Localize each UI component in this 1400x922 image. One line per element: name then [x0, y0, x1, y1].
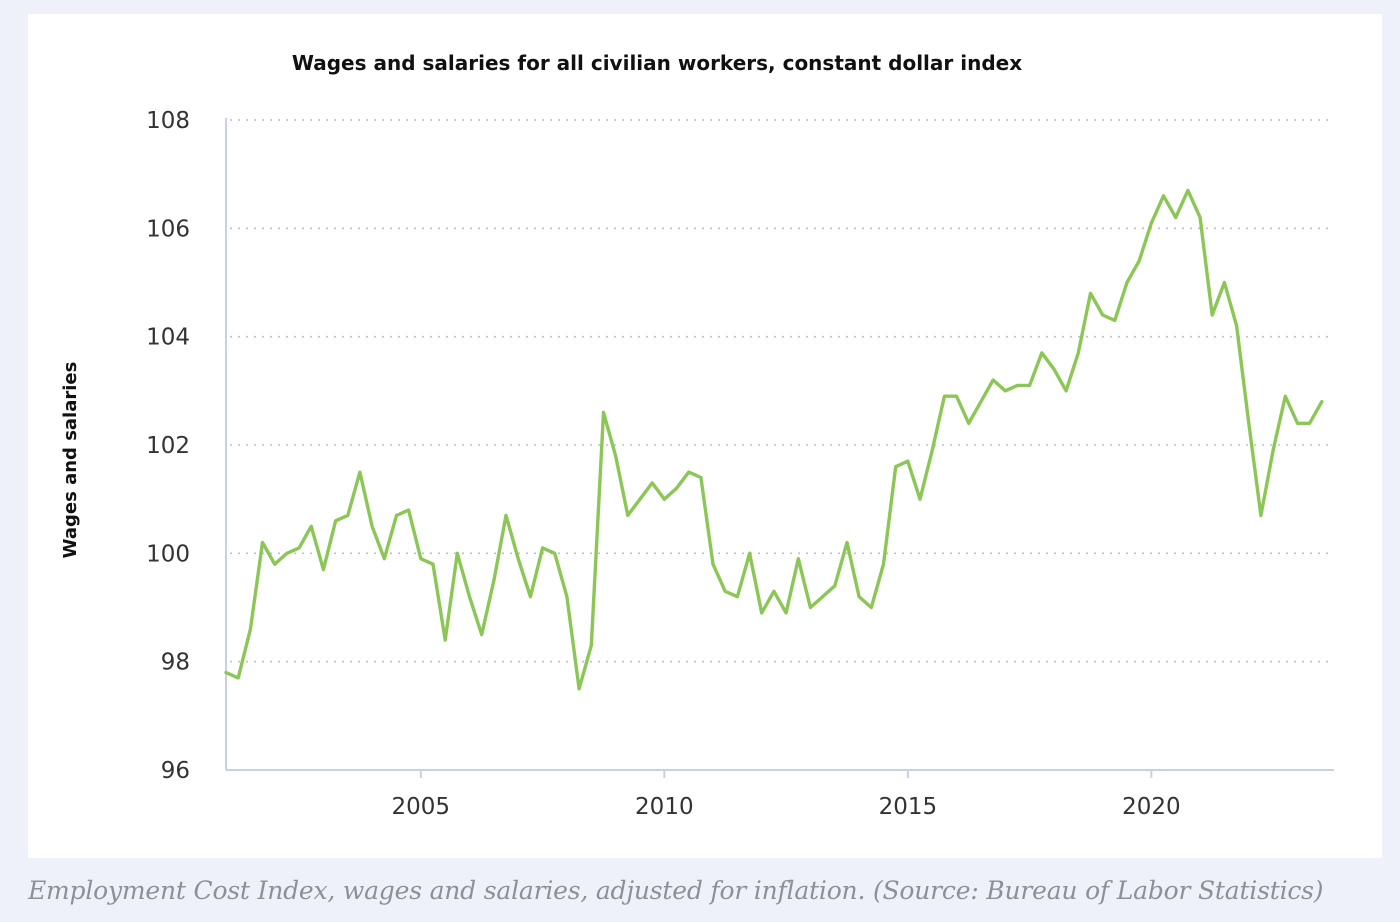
y-tick-label: 106	[146, 216, 190, 242]
x-tick-label: 2010	[635, 794, 694, 820]
y-tick-label: 108	[146, 108, 190, 134]
chart-panel: 96 98 100 102 104 106 108 2005 2010 2015 2020 Wag…	[28, 14, 1382, 858]
y-axis-label: Wages and salaries	[60, 362, 81, 559]
y-tick-label: 102	[146, 433, 190, 459]
figure-caption: Employment Cost Index, wages and salarie…	[28, 876, 1324, 905]
line-chart: 96 98 100 102 104 106 108 2005 2010 2015 2020 Wag…	[60, 51, 1334, 820]
series-line	[224, 188, 1324, 691]
y-tick-label: 104	[146, 325, 190, 351]
x-tick-labels: 2005 2010 2015 2020	[392, 770, 1181, 820]
x-tick-label: 2005	[392, 794, 451, 820]
axes	[225, 118, 1334, 771]
x-tick-label: 2020	[1122, 794, 1181, 820]
chart-title: Wages and salaries for all civilian work…	[292, 51, 1022, 75]
y-tick-label: 100	[146, 541, 190, 567]
x-tick-label: 2015	[879, 794, 938, 820]
y-tick-labels: 96 98 100 102 104 106 108	[146, 108, 190, 784]
y-tick-label: 96	[161, 758, 190, 784]
gridlines	[230, 119, 1334, 663]
series-layer	[224, 188, 1324, 691]
y-tick-label: 98	[161, 650, 190, 676]
